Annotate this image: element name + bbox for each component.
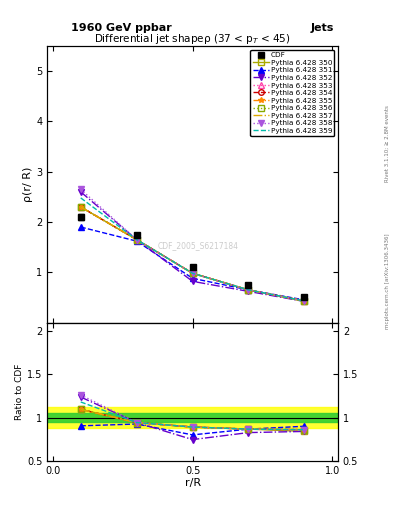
Pythia 6.428 352 — [190, 278, 195, 284]
Pythia 6.428 351 — [134, 238, 139, 244]
X-axis label: r/R: r/R — [184, 478, 201, 488]
Pythia 6.428 352 — [134, 237, 139, 243]
Pythia 6.428 355 — [190, 270, 195, 276]
Pythia 6.428 356 — [190, 270, 195, 276]
Pythia 6.428 356 — [302, 298, 307, 304]
Line: Pythia 6.428 353: Pythia 6.428 353 — [78, 204, 307, 304]
Pythia 6.428 353 — [302, 298, 307, 304]
Bar — [47, 407, 338, 428]
Pythia 6.428 354 — [78, 204, 83, 210]
Legend: CDF, Pythia 6.428 350, Pythia 6.428 351, Pythia 6.428 352, Pythia 6.428 353, Pyt: CDF, Pythia 6.428 350, Pythia 6.428 351,… — [250, 50, 334, 136]
Line: Pythia 6.428 354: Pythia 6.428 354 — [78, 204, 307, 304]
Pythia 6.428 354 — [302, 298, 307, 304]
Pythia 6.428 351 — [246, 287, 251, 293]
Pythia 6.428 350 — [246, 287, 251, 293]
Pythia 6.428 353 — [246, 287, 251, 293]
Pythia 6.428 353 — [190, 270, 195, 276]
Line: Pythia 6.428 350: Pythia 6.428 350 — [78, 204, 307, 304]
Pythia 6.428 352 — [246, 288, 251, 294]
Text: CDF_2005_S6217184: CDF_2005_S6217184 — [158, 241, 239, 250]
Pythia 6.428 352 — [302, 298, 307, 305]
Pythia 6.428 350 — [134, 237, 139, 243]
Line: Pythia 6.428 359: Pythia 6.428 359 — [81, 198, 305, 301]
Pythia 6.428 358 — [78, 186, 83, 193]
Pythia 6.428 350 — [78, 204, 83, 210]
Pythia 6.428 357 — [134, 237, 139, 243]
Pythia 6.428 357 — [78, 204, 83, 210]
Line: Pythia 6.428 355: Pythia 6.428 355 — [78, 204, 307, 304]
Text: Rivet 3.1.10; ≥ 2.8M events: Rivet 3.1.10; ≥ 2.8M events — [385, 105, 390, 182]
Line: Pythia 6.428 352: Pythia 6.428 352 — [78, 189, 307, 304]
Pythia 6.428 356 — [134, 237, 139, 243]
Pythia 6.428 356 — [246, 287, 251, 293]
Line: Pythia 6.428 358: Pythia 6.428 358 — [78, 186, 307, 304]
Pythia 6.428 357 — [302, 298, 307, 304]
Pythia 6.428 351 — [302, 297, 307, 303]
Pythia 6.428 355 — [302, 298, 307, 304]
Text: 1960 GeV ppbar: 1960 GeV ppbar — [71, 23, 171, 33]
Text: mcplots.cern.ch [arXiv:1306.3436]: mcplots.cern.ch [arXiv:1306.3436] — [385, 234, 390, 329]
Pythia 6.428 353 — [134, 237, 139, 243]
Pythia 6.428 353 — [78, 204, 83, 210]
Pythia 6.428 358 — [190, 270, 195, 276]
Pythia 6.428 358 — [302, 298, 307, 304]
Line: Pythia 6.428 356: Pythia 6.428 356 — [78, 204, 307, 304]
Pythia 6.428 358 — [246, 287, 251, 293]
Pythia 6.428 357 — [246, 287, 251, 293]
Pythia 6.428 359 — [134, 237, 139, 243]
Bar — [47, 413, 338, 422]
Pythia 6.428 351 — [190, 275, 195, 282]
Pythia 6.428 357 — [190, 270, 195, 276]
Pythia 6.428 350 — [302, 298, 307, 305]
Title: Differential jet shapeρ (37 < p$_T$ < 45): Differential jet shapeρ (37 < p$_T$ < 45… — [94, 32, 291, 46]
Text: Jets: Jets — [311, 23, 334, 33]
Pythia 6.428 351 — [78, 224, 83, 230]
Line: Pythia 6.428 351: Pythia 6.428 351 — [78, 224, 307, 303]
Y-axis label: ρ(r/ R): ρ(r/ R) — [23, 166, 33, 202]
Pythia 6.428 354 — [246, 287, 251, 293]
Pythia 6.428 359 — [190, 270, 195, 276]
Pythia 6.428 352 — [78, 189, 83, 195]
Pythia 6.428 355 — [78, 204, 83, 210]
Pythia 6.428 355 — [246, 287, 251, 293]
Pythia 6.428 359 — [78, 195, 83, 201]
Line: Pythia 6.428 357: Pythia 6.428 357 — [81, 207, 305, 301]
Y-axis label: Ratio to CDF: Ratio to CDF — [15, 364, 24, 420]
Pythia 6.428 355 — [134, 237, 139, 243]
Pythia 6.428 350 — [190, 270, 195, 276]
Pythia 6.428 359 — [302, 298, 307, 304]
Pythia 6.428 356 — [78, 204, 83, 210]
Pythia 6.428 359 — [246, 287, 251, 293]
Pythia 6.428 358 — [134, 237, 139, 243]
Pythia 6.428 354 — [134, 237, 139, 243]
Pythia 6.428 354 — [190, 270, 195, 276]
